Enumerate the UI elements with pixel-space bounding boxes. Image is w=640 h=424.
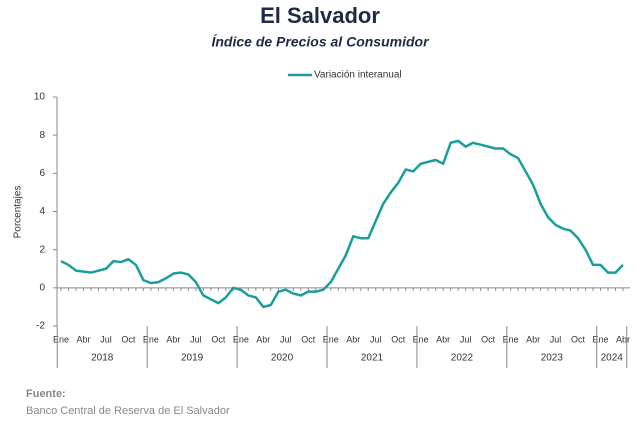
y-axis-label: Porcentajes [13,186,24,239]
x-tick-label: Abr [346,334,360,344]
y-tick-label: 10 [34,92,46,103]
x-tick-label: Ene [503,334,519,344]
x-tick-label: Oct [571,334,586,344]
year-label: 2019 [181,353,204,364]
x-tick-label: Jul [550,334,562,344]
y-tick-label: 8 [39,130,45,141]
x-tick-label: Oct [301,334,316,344]
y-tick-label: 0 [39,282,45,293]
y-tick-label: 2 [39,244,45,255]
x-tick-label: Ene [593,334,609,344]
x-tick-label: Jul [190,334,202,344]
line-series [60,139,624,309]
year-label: 2021 [361,353,384,364]
x-tick-label: Abr [436,334,450,344]
y-tick-label: 6 [39,168,45,179]
x-tick-label: Oct [391,334,406,344]
x-tick-label: Oct [481,334,496,344]
x-tick-label: Jul [460,334,472,344]
x-tick-label: Abr [616,334,630,344]
y-tick-label: 4 [39,206,45,217]
x-tick-label: Abr [76,334,90,344]
x-tick-label: Abr [166,334,180,344]
source-text: Banco Central de Reserva de El Salvador [26,405,230,417]
x-tick-label: Abr [526,334,540,344]
x-tick-label: Ene [413,334,429,344]
x-tick-label: Jul [280,334,292,344]
x-tick-label: Oct [211,334,226,344]
year-label: 2022 [451,353,474,364]
x-tick-label: Oct [121,334,136,344]
legend-label: Variación interanual [314,70,402,81]
x-tick-label: Abr [256,334,270,344]
source-heading: Fuente: [26,388,66,400]
year-label: 2023 [541,353,564,364]
x-tick-label: Jul [370,334,382,344]
year-label: 2018 [91,353,114,364]
x-tick-label: Ene [143,334,159,344]
chart-title: El Salvador [260,3,380,28]
x-tick-label: Ene [233,334,249,344]
x-tick-label: Ene [53,334,69,344]
chart-subtitle: Índice de Precios al Consumidor [211,34,430,50]
x-tick-label: Ene [323,334,339,344]
year-label: 2020 [271,353,294,364]
y-tick-label: -2 [36,321,45,332]
year-label: 2024 [601,353,624,364]
x-tick-label: Jul [100,334,112,344]
